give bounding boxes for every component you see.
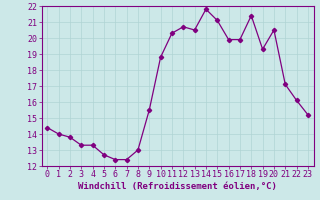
X-axis label: Windchill (Refroidissement éolien,°C): Windchill (Refroidissement éolien,°C) — [78, 182, 277, 191]
